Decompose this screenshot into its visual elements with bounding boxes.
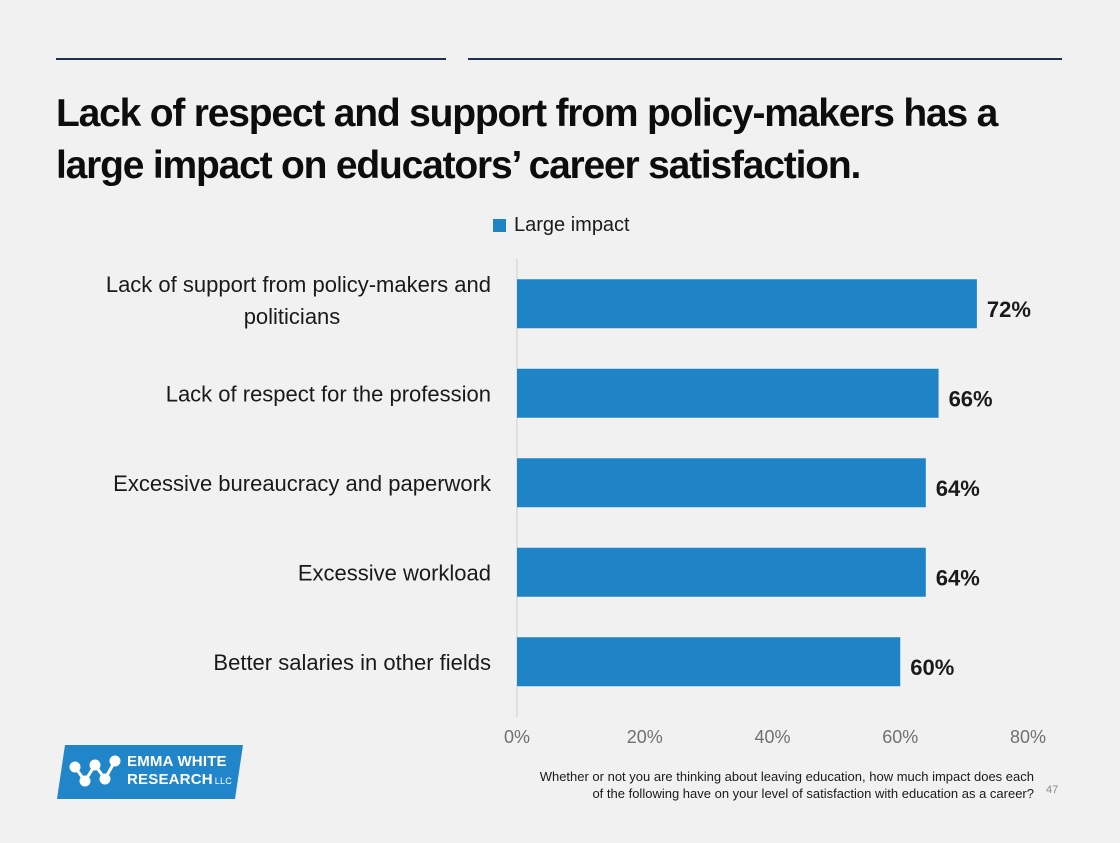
data-label-5: 60% — [910, 655, 954, 680]
logo-line-1: EMMA WHITE — [127, 753, 227, 770]
bar-4 — [517, 547, 926, 597]
data-label-1: 72% — [987, 297, 1031, 322]
x-tick-label-0pct: 0% — [504, 727, 530, 747]
bar-1 — [517, 279, 977, 329]
data-label-2: 66% — [949, 386, 993, 411]
logo-research: RESEARCH — [127, 771, 213, 788]
x-tick-label-40pct: 40% — [754, 727, 790, 747]
footnote-line-2: of the following have on your level of s… — [592, 786, 1034, 801]
company-logo: EMMA WHITE RESEARCH LLC — [57, 745, 243, 799]
slide-title-line-2: large impact on educators’ career satisf… — [56, 144, 861, 187]
bar-2 — [517, 368, 939, 418]
category-label-2: Lack of respect for the profession — [166, 381, 491, 406]
logo-llc: LLC — [214, 776, 232, 786]
legend-label-large-impact: Large impact — [514, 213, 630, 236]
x-tick-label-80pct: 80% — [1010, 727, 1046, 747]
category-label-5: Better salaries in other fields — [213, 650, 491, 675]
bar-5 — [517, 637, 901, 687]
slide-title: Lack of respect and support from policy-… — [56, 88, 1056, 192]
logo-wordmark: EMMA WHITE RESEARCH LLC — [127, 753, 232, 790]
logo-badge — [57, 745, 243, 799]
footnote-line-1: Whether or not you are thinking about le… — [539, 769, 1034, 784]
header-rule-left — [56, 58, 446, 60]
x-tick-label-20pct: 20% — [627, 727, 663, 747]
bar-3 — [517, 458, 926, 508]
category-label-3: Excessive bureaucracy and paperwork — [113, 471, 492, 496]
data-label-3: 64% — [936, 476, 980, 501]
data-label-4: 64% — [936, 565, 980, 590]
header-rule-right — [468, 58, 1062, 60]
logo-line-2: RESEARCH LLC — [127, 771, 232, 790]
category-label-1-line-1: Lack of support from policy-makers and — [106, 272, 491, 297]
survey-question-footnote: Whether or not you are thinking about le… — [440, 768, 1034, 802]
connected-nodes-w-icon — [69, 755, 121, 787]
category-label-1-line-2: politicians — [244, 304, 341, 329]
slide-title-line-1: Lack of respect and support from policy-… — [56, 92, 998, 135]
chart-legend: Large impact — [493, 212, 630, 238]
category-label-4: Excessive workload — [298, 560, 491, 585]
legend-swatch-large-impact — [493, 218, 506, 232]
page-number: 47 — [1046, 784, 1059, 796]
x-tick-label-60pct: 60% — [882, 727, 918, 747]
